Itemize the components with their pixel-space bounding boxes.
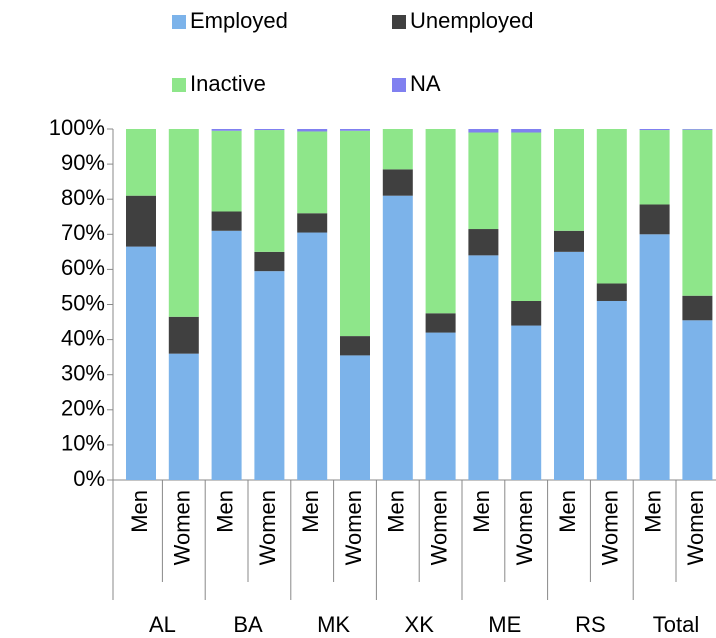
bar-segment	[682, 320, 713, 480]
y-tick-label: 20%	[61, 396, 105, 421]
bar-segment	[297, 129, 328, 132]
y-tick-label: 0%	[73, 466, 105, 491]
legend-label: Inactive	[190, 71, 266, 96]
bar-segment	[468, 255, 499, 480]
bar-segment	[468, 129, 499, 133]
x-tick-label: Men	[127, 490, 152, 533]
bar-segment	[511, 129, 542, 133]
x-tick-label: Women	[598, 490, 623, 565]
group-label: Total	[653, 612, 699, 637]
y-tick-label: 80%	[61, 185, 105, 210]
bar-segment	[211, 129, 242, 131]
bar-segment	[425, 313, 456, 333]
bar-segment	[596, 283, 627, 301]
x-tick-label: Women	[426, 490, 451, 565]
x-tick-label: Men	[640, 490, 665, 533]
bar-segment	[468, 229, 499, 256]
bar-segment	[254, 130, 285, 252]
x-tick-label: Men	[555, 490, 580, 533]
bar-segment	[682, 129, 713, 296]
bar-segment	[254, 251, 285, 272]
bar-segment	[468, 132, 499, 230]
legend-label: NA	[410, 71, 441, 96]
group-label: AL	[149, 612, 176, 637]
bar-segment	[211, 230, 242, 480]
x-tick-label: Women	[170, 490, 195, 565]
bar-segment	[639, 130, 670, 205]
bar-segment	[340, 336, 370, 356]
y-tick-label: 70%	[61, 220, 105, 245]
bar-segment	[297, 213, 328, 233]
x-tick-label: Men	[212, 490, 237, 533]
x-tick-label: Men	[469, 490, 494, 533]
bar-segment	[554, 251, 584, 480]
bar-segment	[639, 234, 670, 480]
y-tick-label: 60%	[61, 255, 105, 280]
bar-segment	[554, 230, 584, 252]
bar-segment	[211, 211, 242, 231]
bar-segment	[554, 129, 584, 231]
bar-segment	[340, 129, 370, 131]
bar-segment	[639, 129, 670, 131]
x-tick-label: Women	[683, 490, 708, 565]
y-tick-label: 100%	[49, 115, 105, 140]
bar-segment	[682, 295, 713, 321]
y-tick-label: 10%	[61, 431, 105, 456]
group-label: RS	[575, 612, 606, 637]
x-tick-label: Women	[341, 490, 366, 565]
bar-segment	[126, 129, 156, 196]
legend-swatch	[392, 15, 406, 29]
bar-segment	[126, 195, 156, 247]
bar-segment	[297, 232, 328, 480]
bar-segment	[511, 325, 542, 480]
bar-segment	[126, 246, 156, 480]
group-label: ME	[488, 612, 521, 637]
legend-swatch	[172, 78, 186, 92]
bar-segment	[382, 129, 413, 170]
bar-segment	[297, 131, 328, 214]
group-label: XK	[405, 612, 435, 637]
bar-segment	[511, 132, 542, 301]
legend-label: Employed	[190, 8, 288, 33]
x-tick-label: Men	[384, 490, 409, 533]
bar-segment	[340, 355, 370, 480]
bar-segment	[596, 300, 627, 480]
bar-segment	[425, 129, 456, 314]
x-tick-label: Men	[298, 490, 323, 533]
bar-segment	[596, 129, 627, 284]
bar-segment	[382, 169, 413, 196]
bar-segment	[511, 300, 542, 326]
y-tick-label: 30%	[61, 361, 105, 386]
bar-segment	[639, 204, 670, 235]
x-tick-label: Women	[512, 490, 537, 565]
x-tick-label: Women	[255, 490, 280, 565]
y-tick-label: 50%	[61, 290, 105, 315]
bar-segment	[382, 195, 413, 480]
bar-segment	[211, 130, 242, 212]
legend-swatch	[392, 78, 406, 92]
bar-segment	[168, 353, 199, 480]
bar-segment	[254, 129, 285, 131]
group-label: MK	[317, 612, 350, 637]
y-tick-label: 90%	[61, 150, 105, 175]
bar-segment	[682, 129, 713, 130]
bar-segment	[254, 271, 285, 480]
group-label: BA	[233, 612, 263, 637]
bar-segment	[340, 130, 370, 337]
y-tick-label: 40%	[61, 325, 105, 350]
legend-swatch	[172, 15, 186, 29]
bar-segment	[168, 129, 199, 317]
legend-label: Unemployed	[410, 8, 534, 33]
bar-segment	[425, 332, 456, 480]
bar-segment	[168, 316, 199, 354]
